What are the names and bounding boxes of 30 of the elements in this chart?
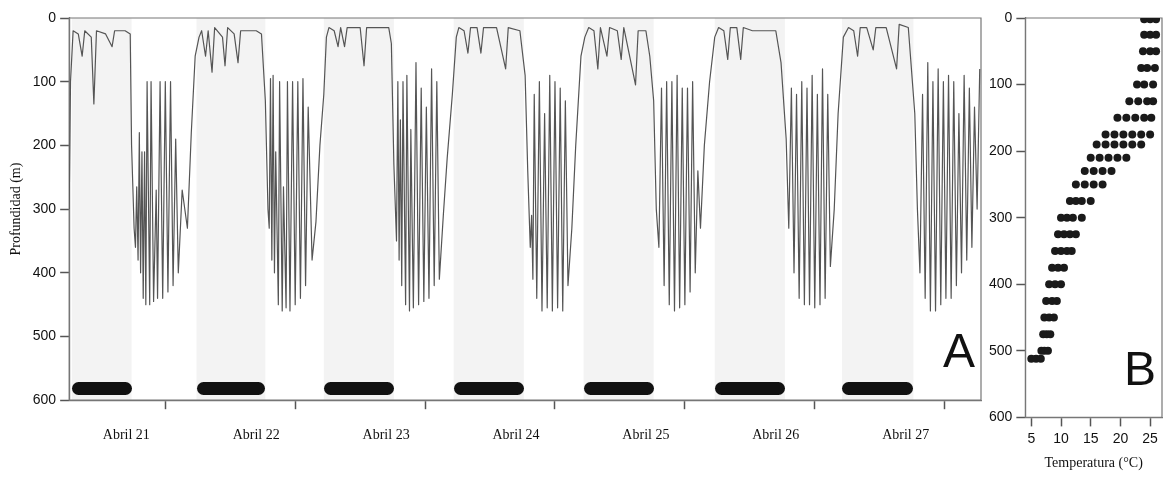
x-tick-label: Abril 22	[232, 427, 280, 443]
x-axis-title: Temperatura (°C)	[1044, 455, 1144, 472]
y-tick-label: 600	[32, 391, 57, 408]
x-tick-label: Abril 25	[622, 427, 670, 443]
x-tick-label: Abril 24	[492, 427, 540, 443]
y-tick-label: 100	[989, 75, 1013, 92]
x-tick-label: 20	[1112, 429, 1129, 446]
x-tick-label: Abril 21	[102, 427, 150, 443]
y-tick-label: 0	[1004, 8, 1013, 25]
y-tick-label: 300	[989, 208, 1013, 225]
x-tick-label: 15	[1082, 429, 1099, 446]
y-tick-label: 500	[989, 341, 1013, 358]
y-tick-label: 400	[989, 275, 1013, 292]
y-tick-label: 200	[989, 141, 1013, 158]
x-tick-label: Abril 26	[752, 427, 800, 443]
y-tick-label: 400	[32, 263, 57, 280]
x-tick-label: 25	[1142, 429, 1159, 446]
x-tick-label: Abril 27	[882, 427, 930, 443]
y-tick-label: 600	[989, 408, 1013, 425]
x-tick-label: Abril 23	[362, 427, 410, 443]
annotation: B	[1123, 341, 1156, 395]
y-tick-label: 100	[32, 72, 57, 89]
y-tick-label: 300	[32, 199, 57, 216]
x-tick-label: 5	[1027, 429, 1036, 446]
y-tick-label: 0	[48, 8, 57, 25]
x-tick-label: 10	[1053, 429, 1069, 446]
y-axis-title: Profundidad (m)	[8, 162, 25, 256]
annotation: A	[942, 324, 975, 378]
y-tick-label: 500	[32, 327, 57, 344]
y-tick-label: 200	[32, 136, 57, 153]
